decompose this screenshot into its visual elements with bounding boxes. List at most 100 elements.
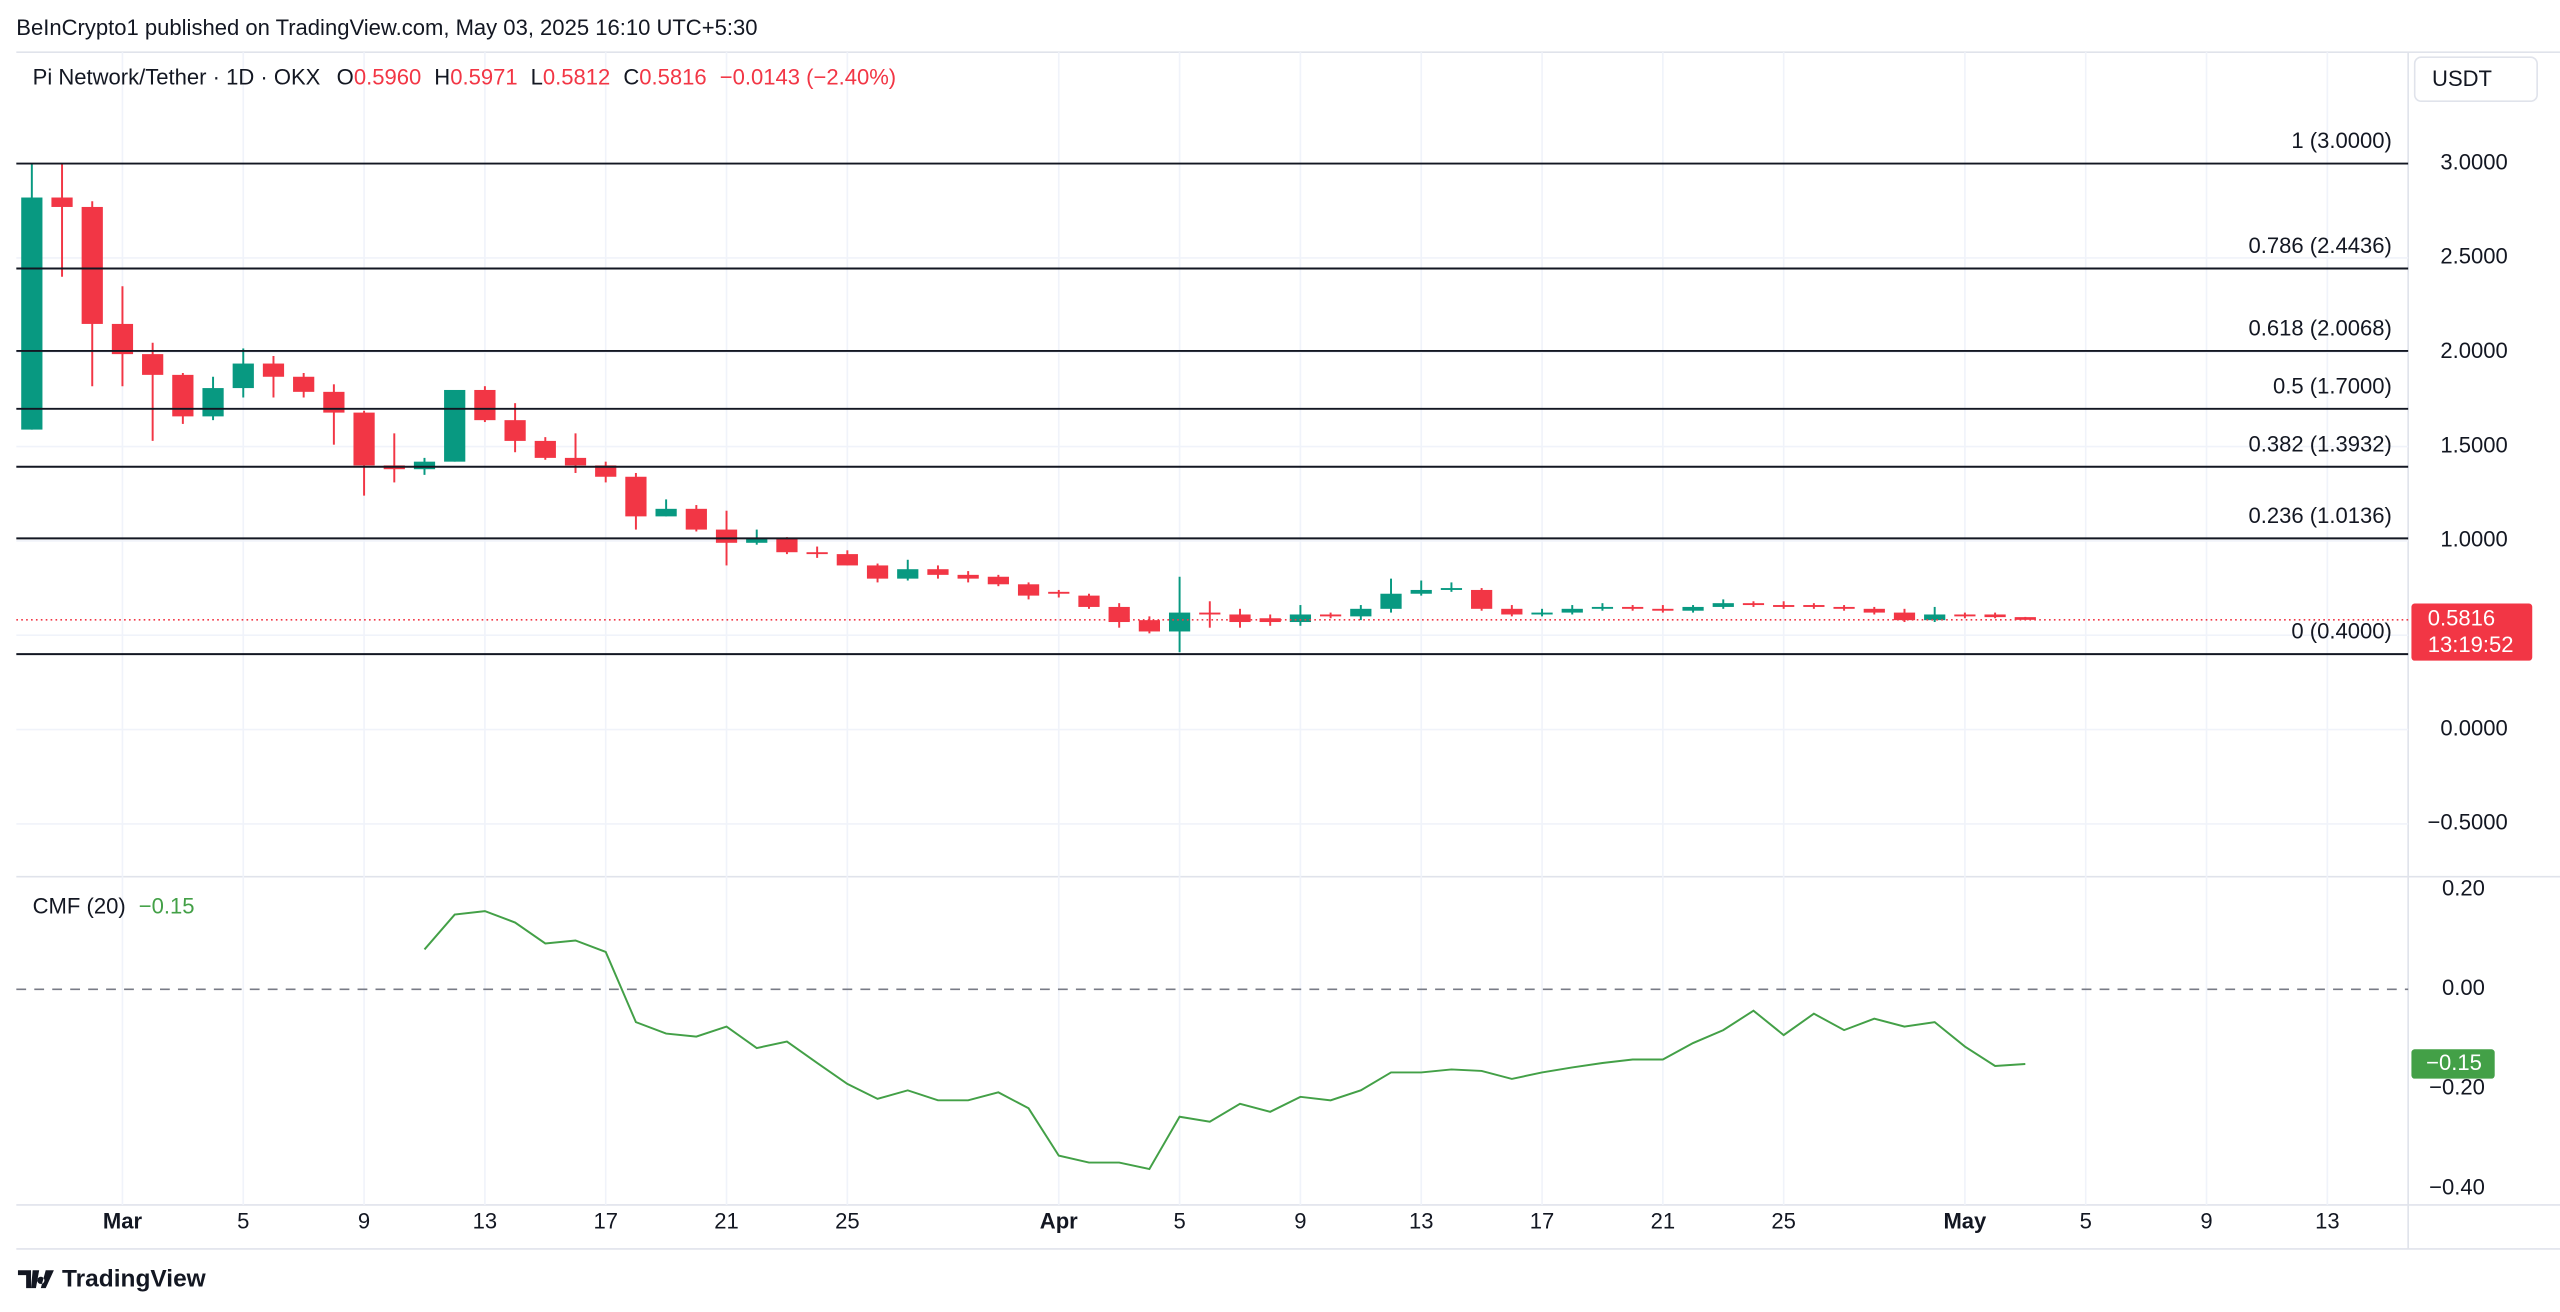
symbol: Pi Network/Tether · 1D · OKX: [33, 64, 321, 89]
change: −0.0143 (−2.40%): [720, 64, 896, 89]
price-tag: [2411, 603, 2533, 661]
candle-body: [1410, 589, 1432, 594]
y-tick-label: 2.0000: [2440, 338, 2507, 363]
currency-button[interactable]: [2413, 56, 2538, 103]
legend-key: O: [337, 64, 354, 89]
countdown: 13:19:52: [2428, 632, 2514, 657]
legend-value: 0.5816: [639, 64, 706, 89]
x-tick-label: 13: [2315, 1209, 2340, 1234]
candle-body: [1531, 612, 1553, 615]
y-tick-label: 1.5000: [2440, 432, 2507, 457]
x-tick-label: 25: [835, 1209, 860, 1234]
candle-body: [595, 465, 617, 477]
candle-body: [202, 388, 224, 417]
candle-body: [1863, 608, 1885, 613]
candle-body: [625, 476, 647, 517]
candle-body: [81, 206, 103, 324]
candle-body: [987, 576, 1009, 585]
candle-body: [957, 574, 979, 579]
candle-body: [262, 363, 285, 377]
candle-body: [806, 552, 828, 555]
currency[interactable]: USDT: [2432, 66, 2492, 91]
candle-body: [1320, 614, 1342, 617]
candle-body: [504, 420, 526, 441]
attribution: BeInCrypto1 published on TradingView.com…: [16, 15, 757, 40]
x-tick-label: 9: [1294, 1209, 1306, 1234]
fib-label: 0.786 (2.4436): [2249, 233, 2392, 258]
candle-body: [1984, 614, 2006, 618]
candle-body: [897, 569, 919, 579]
x-tick-label: 13: [473, 1209, 498, 1234]
candle-body: [353, 412, 375, 466]
candle-body: [1289, 614, 1312, 623]
fib-label: 0.236 (1.0136): [2249, 503, 2392, 528]
fib-label: 0.382 (1.3932): [2249, 431, 2392, 456]
candle-body: [293, 376, 315, 392]
candle-body: [444, 389, 466, 462]
candle-body: [746, 539, 768, 543]
candle-body: [2014, 617, 2036, 620]
indicator-value: −0.15: [139, 894, 195, 919]
candle-body: [1048, 591, 1070, 594]
legend-value: 0.5812: [543, 64, 610, 89]
y-tick-label: −0.5000: [2427, 810, 2507, 835]
price-tag-label: 0.5816: [2428, 606, 2495, 631]
legend-value: 0.5960: [354, 64, 421, 89]
candle-body: [927, 569, 949, 575]
candle-body: [21, 197, 43, 430]
candle-body: [1380, 593, 1402, 609]
candle-body: [776, 539, 798, 553]
candle-body: [1138, 620, 1160, 632]
y-tick-label: 1.0000: [2440, 527, 2507, 552]
candle-body: [1924, 614, 1946, 621]
indicator-tag: [2411, 1049, 2495, 1079]
legend-key: H: [434, 64, 450, 89]
candle-body: [534, 440, 556, 458]
logo-mark: [17, 1270, 54, 1289]
candle-body: [413, 461, 436, 470]
candle-body: [172, 374, 194, 417]
fib-label: 1 (3.0000): [2291, 128, 2391, 153]
indicator-legend: CMF (20) −0.15: [33, 894, 195, 919]
candle-body: [232, 363, 254, 389]
candle-body: [1440, 588, 1463, 590]
x-tick-label: 21: [714, 1209, 739, 1234]
x-tick-label: 9: [358, 1209, 370, 1234]
candle-body: [1168, 612, 1191, 632]
candle-body: [1199, 612, 1221, 615]
legend-key: L: [531, 64, 543, 89]
fib-label: 0.5 (1.7000): [2273, 373, 2392, 398]
candle-body: [1773, 605, 1795, 607]
x-tick-label: 13: [1409, 1209, 1434, 1234]
y-tick-label: 0.00: [2442, 975, 2485, 1000]
chart-layer: Mar 5 9 13 17 21 25 Apr 5 9 13 17 21 25 May 5 9 13 −0.5000…: [16, 52, 2533, 1234]
cmf-line: [423, 910, 2026, 1171]
x-tick-label: 17: [1530, 1209, 1555, 1234]
candle-body: [1350, 608, 1372, 617]
candle-body: [1893, 612, 1916, 621]
y-tick-label: 0.20: [2442, 876, 2485, 901]
y-tick-label: −0.20: [2429, 1075, 2485, 1100]
candle-body: [474, 389, 496, 421]
y-tick-label: 3.0000: [2440, 149, 2507, 174]
candle-body: [1622, 606, 1644, 609]
candle-body: [51, 197, 73, 207]
y-tick-label: −0.40: [2429, 1174, 2485, 1199]
candle-body: [1652, 608, 1674, 611]
brand: TradingView: [62, 1265, 207, 1292]
candle-body: [1229, 614, 1251, 623]
x-tick-label: Apr: [1040, 1209, 1078, 1234]
x-tick-label: 21: [1651, 1209, 1676, 1234]
x-tick-label: 9: [2200, 1209, 2212, 1234]
candle-body: [1501, 608, 1523, 615]
candle-body: [323, 391, 345, 413]
x-tick-label: 5: [2080, 1209, 2092, 1234]
candle-body: [1561, 608, 1583, 613]
candle-body: [564, 457, 587, 466]
candle-body: [1078, 595, 1100, 607]
candle-body: [685, 508, 707, 530]
x-tick-label: May: [1943, 1209, 1987, 1234]
y-tick-label: 0.0000: [2440, 715, 2507, 740]
